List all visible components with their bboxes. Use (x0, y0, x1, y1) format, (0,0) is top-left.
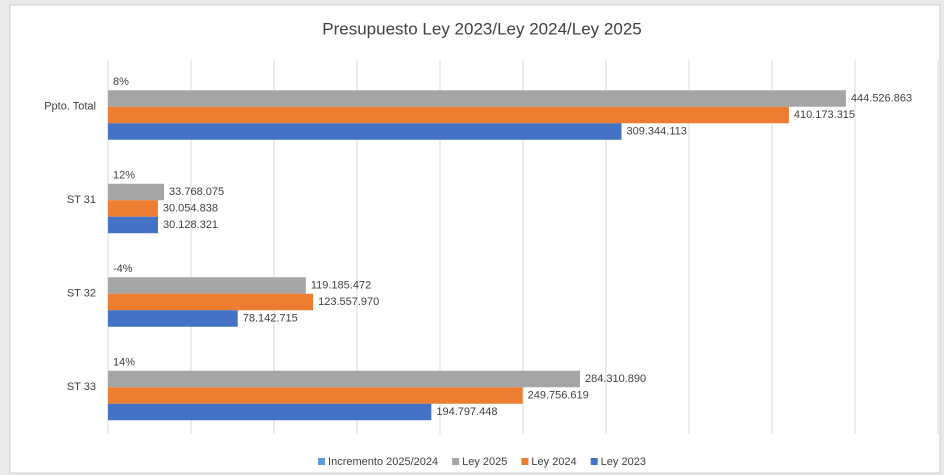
bar (108, 277, 306, 294)
bar (108, 200, 158, 217)
data-label: 78.142.715 (243, 312, 298, 324)
legend-swatch (590, 458, 598, 465)
data-label: 30.128.321 (163, 219, 218, 231)
legend-swatch (452, 458, 460, 465)
data-label: 123.557.970 (318, 296, 379, 308)
y-tick-label: ST 31 (67, 194, 96, 206)
bar (108, 403, 432, 421)
data-label: 444.526.863 (851, 92, 912, 104)
data-label: 119.185.472 (311, 279, 371, 291)
bar (108, 123, 622, 140)
bar (108, 183, 165, 201)
legend-label: Ley 2025 (462, 456, 507, 468)
data-label: 309.344.113 (627, 125, 687, 137)
bar (108, 293, 314, 311)
bar (108, 387, 523, 404)
data-label: 12% (113, 169, 135, 181)
legend-label: Incremento 2025/2024 (328, 456, 438, 468)
y-tick-label: Ppto. Total (44, 101, 96, 113)
bar (108, 216, 159, 234)
y-tick-label: ST 32 (67, 288, 96, 300)
legend-swatch (521, 458, 529, 465)
data-label: 14% (113, 356, 135, 368)
data-label: 249.756.619 (528, 389, 589, 401)
legend-label: Ley 2023 (601, 456, 646, 468)
y-tick-label: ST 33 (67, 381, 96, 393)
legend-label: Ley 2024 (531, 456, 576, 468)
data-label: -4% (113, 263, 133, 275)
legend-swatch (318, 458, 326, 465)
data-label: 284.310.890 (585, 373, 646, 385)
bar (108, 370, 580, 388)
bar (108, 106, 789, 124)
data-label: 410.173.315 (794, 109, 855, 121)
bar (108, 90, 846, 107)
data-label: 33.768.075 (169, 186, 224, 198)
data-label: 8% (113, 76, 129, 88)
chart-title: Presupuesto Ley 2023/Ley 2024/Ley 2025 (322, 19, 641, 38)
data-label: 194.797.448 (436, 406, 497, 418)
bar (108, 310, 238, 327)
data-label: 30.054.838 (163, 202, 218, 214)
